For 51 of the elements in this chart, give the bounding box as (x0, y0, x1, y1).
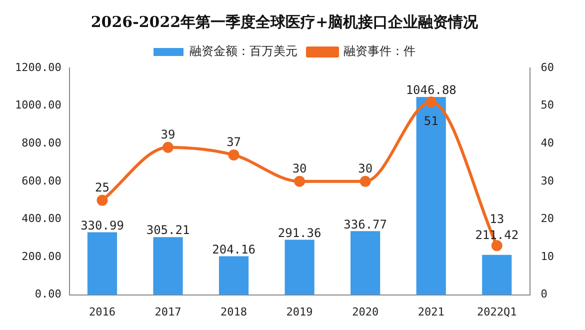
x-tick-label: 2017 (154, 305, 182, 318)
data-label: 51 (424, 114, 438, 128)
y2-tick-label: 20 (540, 212, 554, 226)
data-label: 13 (490, 212, 504, 226)
legend-label: 融资事件：件 (344, 44, 416, 58)
data-label: 39 (160, 128, 176, 142)
data-label: 25 (95, 180, 110, 194)
bar (350, 231, 380, 295)
data-label: 305.21 (146, 223, 190, 238)
y2-tick-label: 60 (540, 60, 554, 74)
chart-title: 2026-2022年第一季度全球医疗+脑机接口企业融资情况 (90, 12, 480, 31)
x-tick-label: 2020 (352, 305, 379, 318)
legend-label: 融资金额：百万美元 (190, 44, 298, 58)
data-label: 291.36 (278, 226, 322, 240)
y-tick-label: 800.00 (22, 136, 62, 150)
y2-tick-label: 50 (540, 98, 554, 112)
bar (87, 232, 118, 295)
bar (482, 254, 512, 295)
x-tick-label: 2018 (220, 305, 248, 318)
y2-tick-label: 30 (540, 174, 554, 188)
y-tick-label: 200.00 (22, 250, 62, 263)
bar (416, 96, 446, 295)
y2-tick-label: 0 (540, 288, 548, 301)
y-tick-label: 1000.00 (15, 98, 62, 112)
bar (284, 240, 314, 295)
y-tick-label: 600.00 (22, 174, 62, 188)
data-label: 204.16 (212, 242, 256, 256)
point (294, 176, 306, 187)
bar (218, 256, 249, 295)
y-tick-label: 1200.00 (15, 60, 62, 74)
x-tick-label: 2021 (418, 305, 444, 318)
point (96, 194, 108, 206)
x-tick-label: 2022Q1 (476, 305, 517, 318)
point (360, 176, 371, 187)
data-label: 37 (226, 135, 242, 150)
data-label: 330.99 (80, 218, 124, 232)
y-tick-label: 400.00 (22, 212, 62, 226)
point (162, 142, 174, 153)
point (491, 240, 502, 252)
y2-tick-label: 40 (540, 136, 554, 150)
bar (153, 237, 183, 295)
point (228, 149, 240, 160)
data-label: 336.77 (344, 217, 388, 232)
point (426, 96, 437, 108)
x-tick-label: 2016 (88, 305, 116, 318)
data-label: 30 (292, 162, 307, 176)
x-tick-label: 2019 (286, 305, 313, 318)
y2-tick-label: 10 (540, 250, 554, 263)
data-label: 1046.88 (406, 83, 456, 98)
y-tick-label: 0.00 (34, 288, 62, 301)
data-label: 30 (358, 162, 373, 176)
